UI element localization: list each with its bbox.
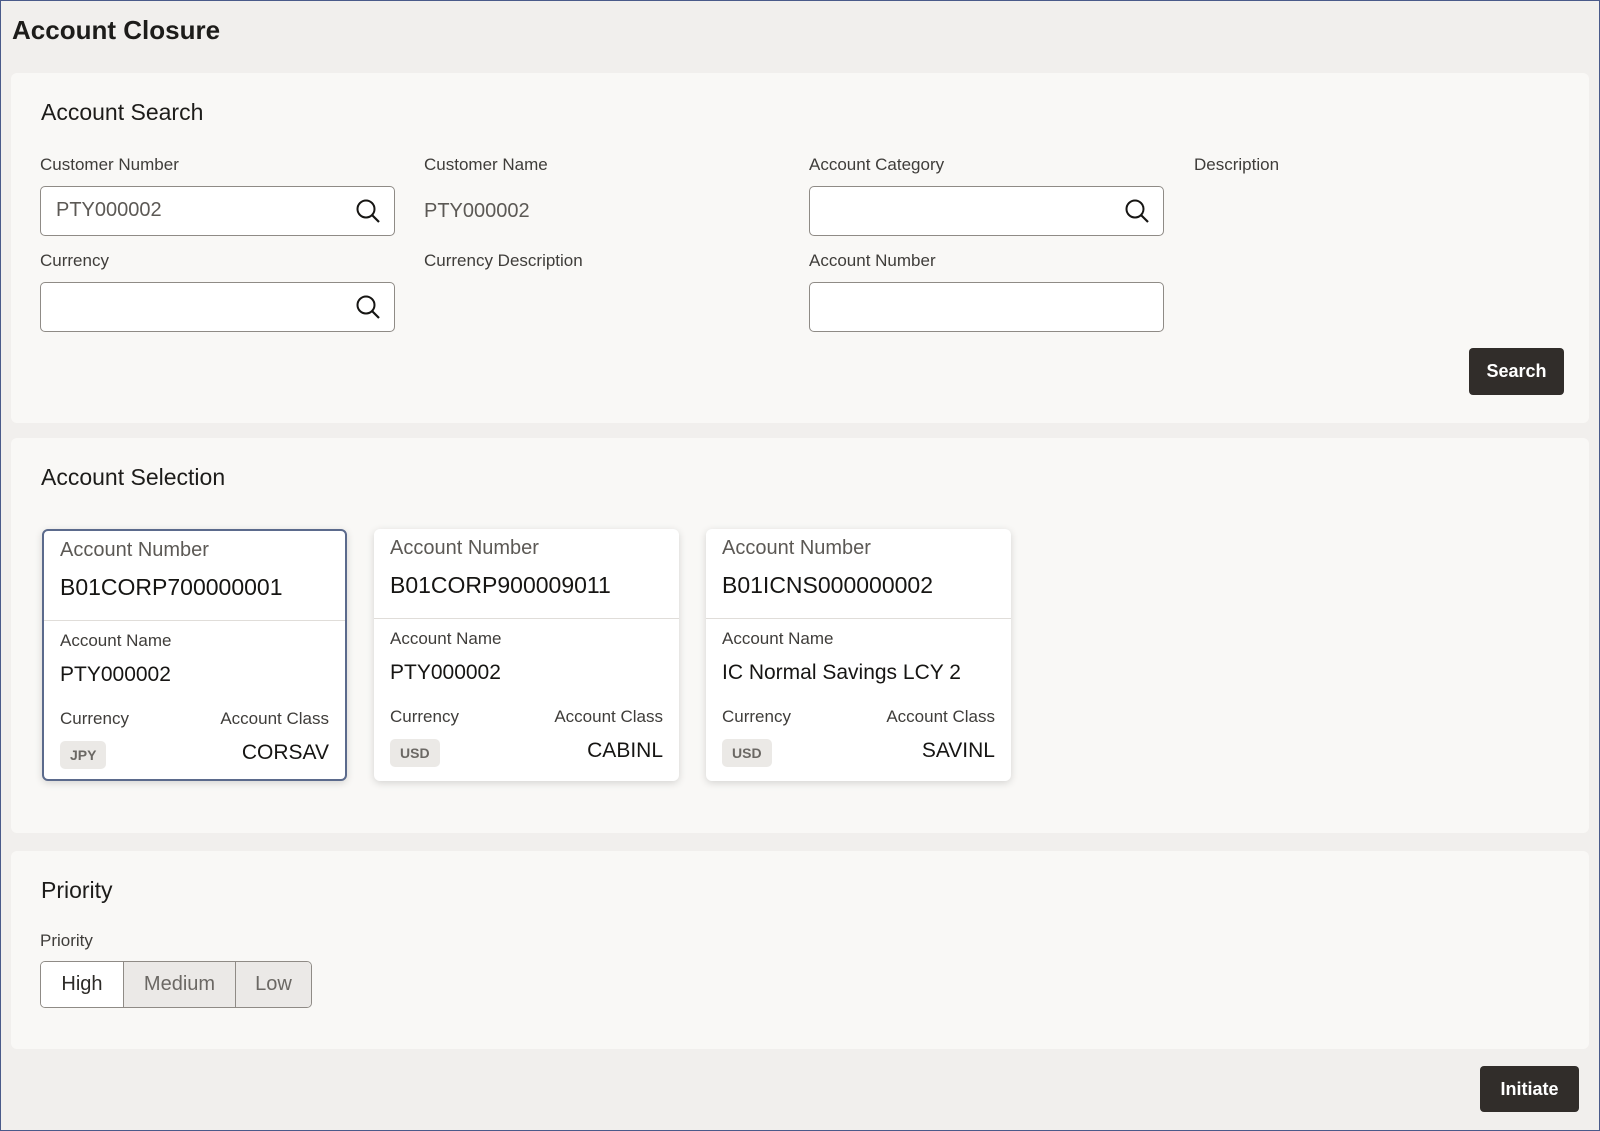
account-class-value: CORSAV — [241, 741, 329, 764]
currency-label: Currency — [40, 251, 109, 270]
priority-option-high[interactable]: High — [41, 962, 123, 1007]
account-number-input[interactable] — [809, 282, 1164, 332]
account-number-label: Account Number — [809, 251, 936, 270]
account-search-heading: Account Search — [41, 99, 204, 125]
currency-badge: JPY — [60, 741, 107, 769]
account-class-label: Account Class — [220, 709, 329, 728]
currency-description-label: Currency Description — [424, 251, 583, 270]
account-number-value: B01ICNS000000002 — [722, 572, 933, 598]
search-button[interactable]: Search — [1469, 348, 1564, 395]
account-class-label: Account Class — [554, 707, 663, 726]
account-number-value: B01CORP900009011 — [390, 572, 611, 598]
currency-label: Currency — [60, 709, 129, 728]
customer-number-value: PTY000002 — [56, 199, 162, 221]
account-class-value: SAVINL — [921, 739, 995, 762]
account-name-label: Account Name — [722, 629, 834, 648]
account-name-value: PTY000002 — [60, 663, 171, 686]
description-label: Description — [1194, 155, 1280, 174]
currency-badge: USD — [390, 739, 440, 767]
priority-panel — [11, 851, 1589, 1049]
account-number-label: Account Number — [722, 537, 871, 559]
currency-input[interactable] — [40, 282, 395, 332]
currency-badge: USD — [722, 739, 772, 767]
priority-option-low[interactable]: Low — [235, 962, 311, 1007]
account-number-label: Account Number — [390, 537, 539, 559]
priority-label: Priority — [40, 931, 93, 950]
page-title: Account Closure — [12, 15, 221, 45]
customer-number-label: Customer Number — [40, 155, 179, 174]
account-search-panel — [11, 73, 1589, 423]
initiate-button[interactable]: Initiate — [1480, 1066, 1579, 1112]
account-number-value: B01CORP700000001 — [60, 574, 283, 600]
search-icon[interactable] — [354, 293, 382, 321]
account-class-value: CABINL — [587, 739, 663, 762]
account-card[interactable]: Account Number B01CORP700000001 Account N… — [42, 529, 347, 781]
account-name-label: Account Name — [390, 629, 502, 648]
customer-name-label: Customer Name — [424, 155, 548, 174]
account-name-value: IC Normal Savings LCY 2 — [722, 661, 961, 684]
account-card[interactable]: Account Number B01ICNS000000002 Account N… — [706, 529, 1011, 781]
customer-number-input[interactable]: PTY000002 — [40, 186, 395, 236]
account-category-input[interactable] — [809, 186, 1164, 236]
search-icon[interactable] — [1123, 197, 1151, 225]
account-category-label: Account Category — [809, 155, 945, 174]
customer-name-value: PTY000002 — [424, 200, 530, 222]
currency-label: Currency — [390, 707, 459, 726]
account-number-label: Account Number — [60, 539, 209, 561]
account-class-label: Account Class — [886, 707, 995, 726]
priority-heading: Priority — [41, 877, 113, 903]
account-card[interactable]: Account Number B01CORP900009011 Account N… — [374, 529, 679, 781]
priority-selector[interactable]: High Medium Low — [40, 961, 312, 1008]
account-selection-heading: Account Selection — [41, 464, 226, 490]
search-icon[interactable] — [354, 197, 382, 225]
currency-label: Currency — [722, 707, 791, 726]
account-name-value: PTY000002 — [390, 661, 501, 684]
account-name-label: Account Name — [60, 631, 172, 650]
priority-option-medium[interactable]: Medium — [123, 962, 235, 1007]
